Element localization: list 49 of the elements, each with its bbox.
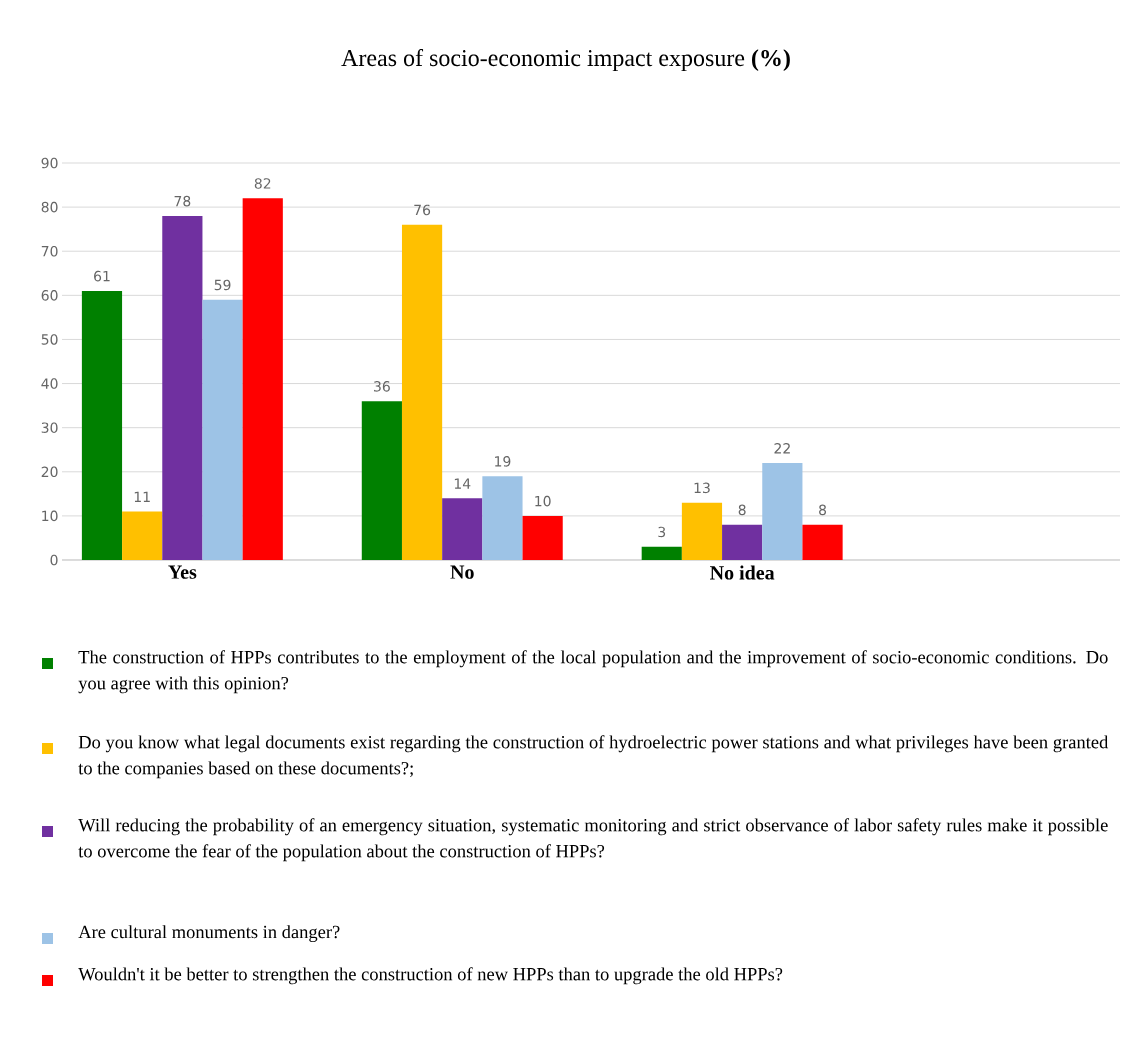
legend-label: Do you know what legal documents exist regarding the construction of hydroelectric power stations and what privileges have been granted to the companies based on these documents?;	[78, 735, 1109, 779]
y-tick-label: 80	[41, 201, 58, 213]
data-label: 11	[134, 491, 150, 502]
y-tick-label: 70	[41, 245, 58, 257]
x-tick-label: Yes	[168, 565, 197, 579]
y-tick-label: 20	[41, 466, 58, 478]
bar	[361, 401, 402, 560]
data-label: 78	[174, 195, 191, 207]
bar	[681, 502, 723, 560]
legend-label: Are cultural monuments in danger?	[78, 925, 340, 943]
y-tick-label: 30	[41, 422, 58, 433]
bar	[81, 290, 123, 560]
bar	[162, 215, 203, 560]
y-tick-label: 40	[41, 378, 58, 389]
bar	[401, 224, 443, 560]
legend-label: Wouldn't it be better to strengthen the construction of new HPPs than to upgrade the old HPPs?	[78, 967, 783, 985]
data-label: 36	[374, 381, 390, 392]
bar	[242, 198, 283, 560]
data-label: 13	[694, 482, 710, 494]
y-tick-label: 90	[41, 157, 58, 169]
x-tick-label: No idea	[710, 565, 775, 580]
bar	[802, 524, 843, 560]
y-tick-label: 60	[41, 290, 58, 301]
y-tick-label: 50	[41, 334, 58, 345]
data-label: 14	[454, 478, 471, 489]
bar	[722, 524, 763, 560]
bar	[442, 498, 483, 560]
legend-label: The construction of HPPs contributes to the employment of the local population and the improvement of socio-economic conditions. Do you agree with this opinion?	[78, 650, 1108, 694]
data-label: 8	[738, 504, 746, 516]
data-label: 22	[774, 443, 790, 454]
bar	[762, 462, 803, 560]
bar	[482, 476, 523, 560]
data-label: 61	[94, 270, 110, 282]
bar	[641, 546, 682, 560]
data-label: 76	[414, 204, 431, 216]
data-label: 10	[535, 495, 551, 507]
x-tick-label: No	[450, 565, 474, 579]
y-tick-label: 0	[50, 554, 58, 566]
bar	[202, 299, 243, 560]
data-label: 59	[214, 279, 231, 291]
data-label: 82	[254, 178, 271, 189]
bar	[122, 511, 163, 560]
data-label: 8	[819, 504, 827, 516]
y-tick-label: 10	[42, 510, 58, 522]
data-label: 3	[658, 526, 666, 538]
bar	[522, 515, 563, 560]
chart-title: Areas of socio-economic impact exposure (%)	[341, 48, 790, 72]
data-label: 19	[495, 456, 511, 467]
legend-label: Will reducing the probability of an emergency situation, systematic monitoring and strict observance of labor safety rules make it possible to overcome the fear of the population about the construction of HPPs?	[78, 818, 1108, 862]
